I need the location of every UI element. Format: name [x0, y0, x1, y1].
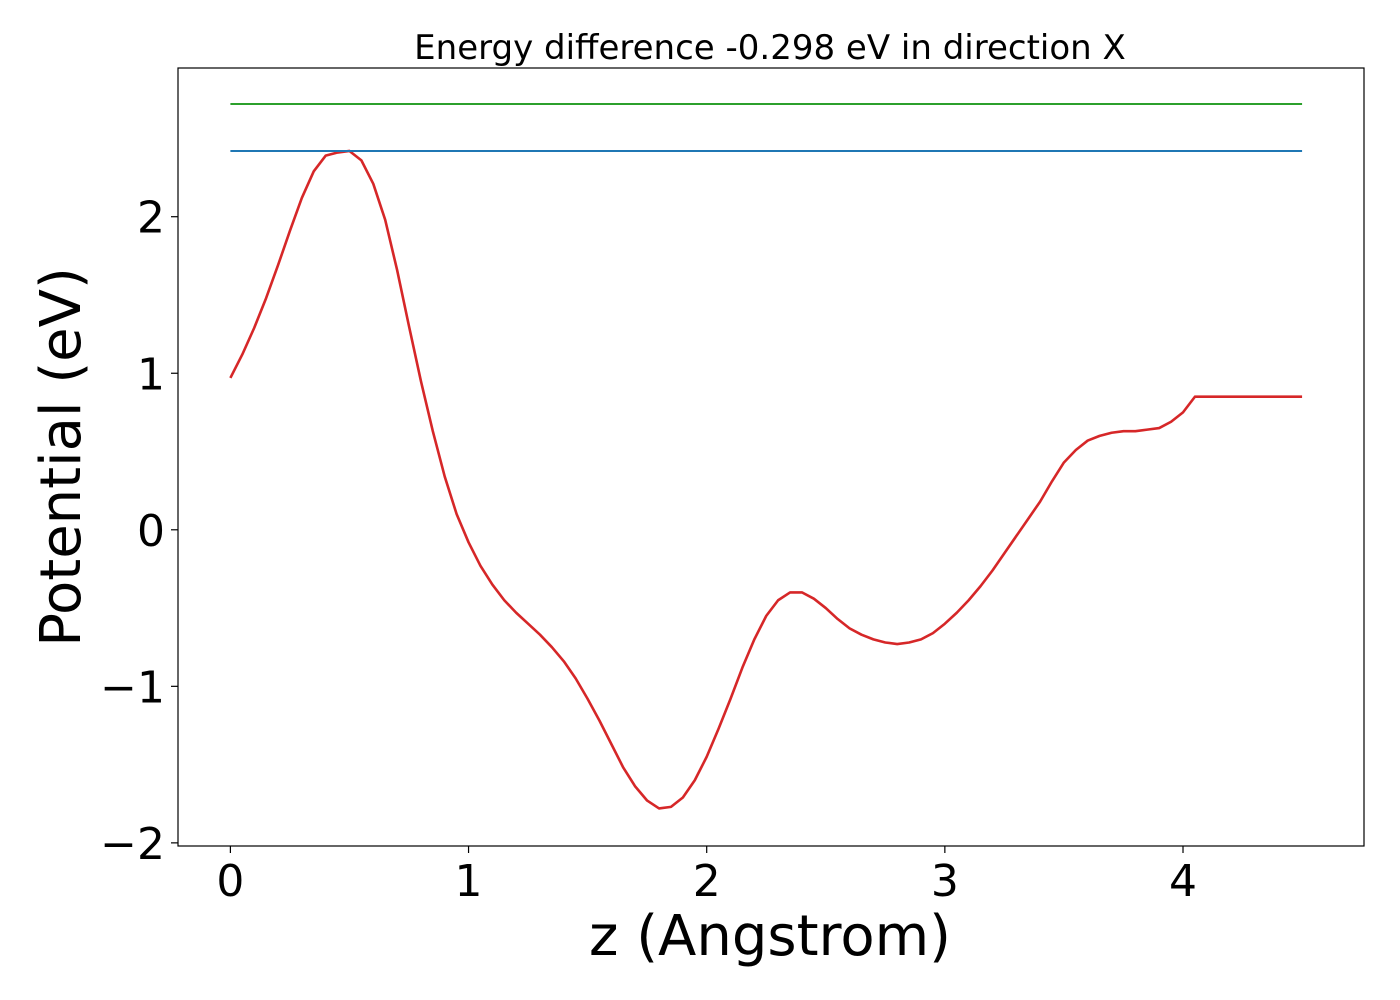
plot-area [178, 68, 1364, 846]
x-tick-label: 2 [693, 856, 721, 907]
y-tick-label: −2 [100, 819, 165, 870]
series-layer [229, 103, 1303, 810]
x-tick-label: 1 [455, 856, 483, 907]
x-tick-label: 4 [1169, 856, 1197, 907]
y-axis-label: Potential (eV) [29, 267, 94, 647]
x-axis: 0 1 2 3 4 [216, 846, 1197, 907]
chart-title: Energy difference -0.298 eV in direction… [414, 28, 1126, 68]
x-tick-label: 0 [216, 856, 244, 907]
y-tick-label: 1 [137, 349, 165, 400]
x-tick-label: 3 [931, 856, 959, 907]
x-axis-label: z (Angstrom) [589, 904, 951, 969]
series-line-0 [229, 149, 1303, 810]
y-axis: −2 −1 0 1 2 [100, 193, 178, 870]
y-tick-label: 0 [137, 506, 165, 557]
plot-frame [177, 67, 1365, 847]
y-tick-label: 2 [137, 193, 165, 244]
y-tick-label: −1 [100, 662, 165, 713]
